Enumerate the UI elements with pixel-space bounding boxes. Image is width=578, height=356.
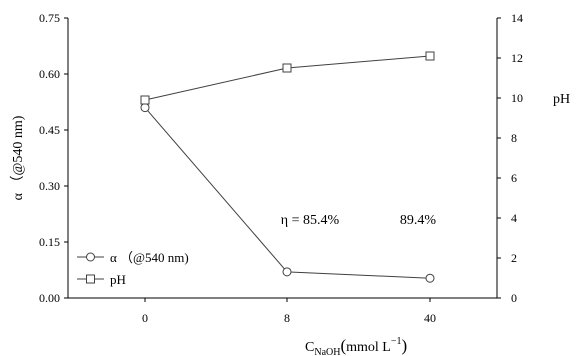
y-left-tick-label: 0.30 (39, 179, 60, 193)
legend-alpha-label: α （@540 nm) (110, 250, 189, 265)
data-point-alpha (282, 267, 292, 277)
y-right-tick-label: 6 (511, 171, 517, 185)
legend-ph-label: pH (110, 272, 126, 287)
legend: α （@540 nm) pH (77, 250, 189, 287)
data-point-ph (425, 51, 435, 61)
x-axis-title-unit: mmol L (346, 340, 391, 355)
legend-ph-marker (86, 274, 95, 284)
data-point-ph (140, 95, 150, 105)
x-axis-title-main: C (305, 340, 314, 355)
y-right-tick-label: 4 (511, 211, 517, 225)
axes (67, 18, 498, 299)
y-left-tick-label: 0.75 (39, 11, 60, 25)
y-right-ticks: 0 2 4 6 8 10 12 14 (497, 11, 523, 305)
x-axis-title-paren-open: ( (340, 336, 346, 355)
y-right-tick-label: 8 (511, 131, 517, 145)
legend-alpha-marker (86, 252, 95, 262)
y-left-axis-title: α （@540 nm) (10, 115, 26, 200)
legend-item-ph: pH (77, 272, 126, 287)
annotation-efficiency: η = 85.4% (281, 213, 340, 228)
y-left-tick-label: 0.45 (39, 123, 60, 137)
legend-item-alpha: α （@540 nm) (77, 250, 189, 265)
data-point-ph (282, 63, 292, 73)
data-point-alpha (425, 273, 435, 283)
y-right-axis-title: pH (553, 92, 570, 107)
x-tick-label: 0 (142, 311, 148, 325)
data-point-alpha (140, 103, 150, 113)
series-line-ph (144, 55, 431, 101)
annotation-efficiency: 89.4% (400, 213, 437, 228)
x-tick-label: 40 (424, 311, 436, 325)
x-axis-title: CNaOH(mmol L−1) (305, 336, 407, 356)
x-tick-label: 8 (284, 311, 290, 325)
series-layer (140, 51, 435, 283)
y-right-tick-label: 10 (511, 91, 523, 105)
y-left-ticks: 0.00 0.15 0.30 0.45 0.60 0.75 (39, 11, 68, 305)
y-right-tick-label: 0 (511, 291, 517, 305)
annotations: η = 85.4% 89.4% (281, 213, 437, 228)
y-right-tick-label: 12 (511, 51, 523, 65)
y-left-tick-label: 0.15 (39, 235, 60, 249)
x-axis-title-superscript: −1 (391, 336, 402, 347)
x-axis-title-subscript: NaOH (314, 347, 340, 356)
y-left-tick-label: 0.00 (39, 291, 60, 305)
y-right-tick-label: 14 (511, 11, 523, 25)
y-right-tick-label: 2 (511, 251, 517, 265)
x-axis-title-paren-close: ) (402, 336, 408, 355)
x-ticks: 0 8 40 (142, 298, 436, 325)
y-left-tick-label: 0.60 (39, 67, 60, 81)
